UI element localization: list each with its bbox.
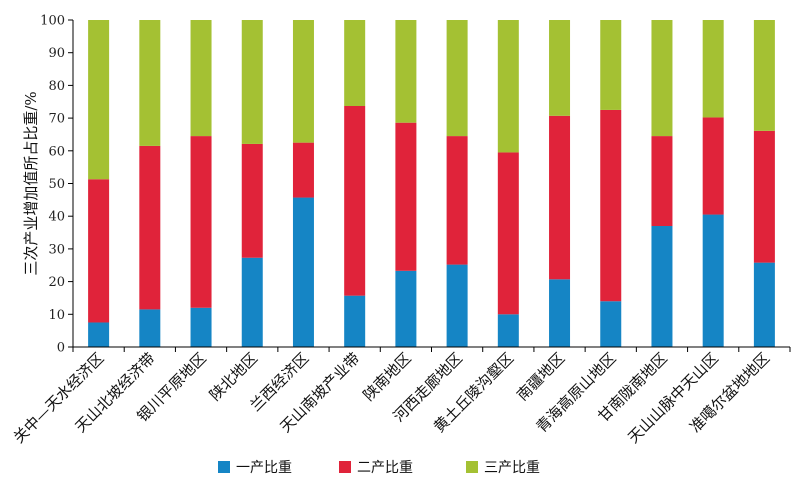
bar-segment-1-5 — [292, 197, 314, 347]
bar-segment-3-3 — [190, 20, 212, 137]
bar-segment-2-12 — [651, 136, 673, 227]
bar-segment-1-10 — [549, 279, 571, 347]
bar-segment-1-1 — [88, 322, 110, 347]
bar-segment-2-2 — [139, 145, 161, 310]
legend: 一产比重 二产比重 三产比重 — [218, 460, 540, 476]
bar-segment-1-7 — [395, 270, 417, 347]
y-tick-label: 70 — [48, 112, 65, 127]
category-label: 关中—天水经济区 — [10, 349, 108, 447]
bar-segment-2-11 — [600, 109, 622, 302]
bar-segment-2-7 — [395, 122, 417, 271]
bar-segment-3-4 — [241, 20, 263, 144]
bar-segment-1-12 — [651, 226, 673, 347]
y-tick-label: 0 — [57, 341, 65, 356]
bar-segment-3-9 — [497, 20, 519, 153]
bar-segment-3-2 — [139, 20, 161, 146]
legend-swatch-2 — [339, 461, 351, 473]
bar-segment-1-8 — [446, 264, 468, 347]
bar-segment-3-10 — [549, 20, 571, 116]
y-tick-label: 90 — [48, 46, 65, 61]
y-tick-label: 40 — [48, 210, 65, 225]
bar-segment-3-12 — [651, 20, 673, 137]
bar-segment-1-4 — [241, 257, 263, 347]
legend-swatch-1 — [218, 461, 230, 473]
legend-label-1: 一产比重 — [236, 460, 292, 476]
bar-segment-3-13 — [702, 20, 724, 118]
bar-segment-1-13 — [702, 214, 724, 347]
bar-segment-1-14 — [753, 262, 775, 347]
bar-segment-1-2 — [139, 309, 161, 347]
bar-segment-3-11 — [600, 20, 622, 110]
y-tick-label: 50 — [48, 177, 65, 192]
bar-segment-1-6 — [344, 295, 366, 347]
bar-segment-3-6 — [344, 20, 366, 106]
bar-segment-3-5 — [292, 20, 314, 143]
bar-segment-3-1 — [88, 20, 110, 180]
bar-segment-3-8 — [446, 20, 468, 137]
bar-segment-2-8 — [446, 136, 468, 265]
y-axis-title: 三次产业增加值所占比重/% — [22, 91, 40, 275]
bar-segment-1-11 — [600, 301, 622, 347]
bars-layer — [88, 20, 775, 347]
legend-label-2: 二产比重 — [357, 460, 413, 476]
category-labels-layer: 关中—天水经济区天山北坡经济带银川平原地区陕北地区兰西经济区天山南坡产业带陕南地… — [10, 349, 773, 447]
bar-segment-2-1 — [88, 179, 110, 323]
y-ticks-layer: 0 10 20 30 40 50 60 70 80 90 100 — [40, 14, 73, 356]
bar-segment-3-7 — [395, 20, 417, 123]
bar-segment-2-4 — [241, 143, 263, 258]
bar-segment-2-6 — [344, 106, 366, 296]
bar-segment-3-14 — [753, 20, 775, 131]
y-tick-label: 30 — [48, 242, 65, 257]
y-tick-label: 10 — [48, 308, 65, 323]
y-tick-label: 80 — [48, 79, 65, 94]
bar-segment-2-10 — [549, 115, 571, 280]
y-tick-label: 60 — [48, 144, 65, 159]
y-tick-label: 100 — [40, 14, 65, 29]
y-tick-label: 20 — [48, 275, 65, 290]
legend-swatch-3 — [466, 461, 478, 473]
bar-segment-2-5 — [292, 142, 314, 198]
category-label: 天山山脉中天山区 — [624, 349, 722, 447]
axes-layer — [72, 20, 791, 352]
legend-label-3: 三产比重 — [484, 460, 540, 476]
bar-segment-2-13 — [702, 117, 724, 215]
bar-segment-1-9 — [497, 314, 519, 347]
bar-segment-2-3 — [190, 136, 212, 308]
bar-segment-2-9 — [497, 152, 519, 315]
bar-segment-2-14 — [753, 130, 775, 263]
bar-segment-1-3 — [190, 307, 212, 347]
